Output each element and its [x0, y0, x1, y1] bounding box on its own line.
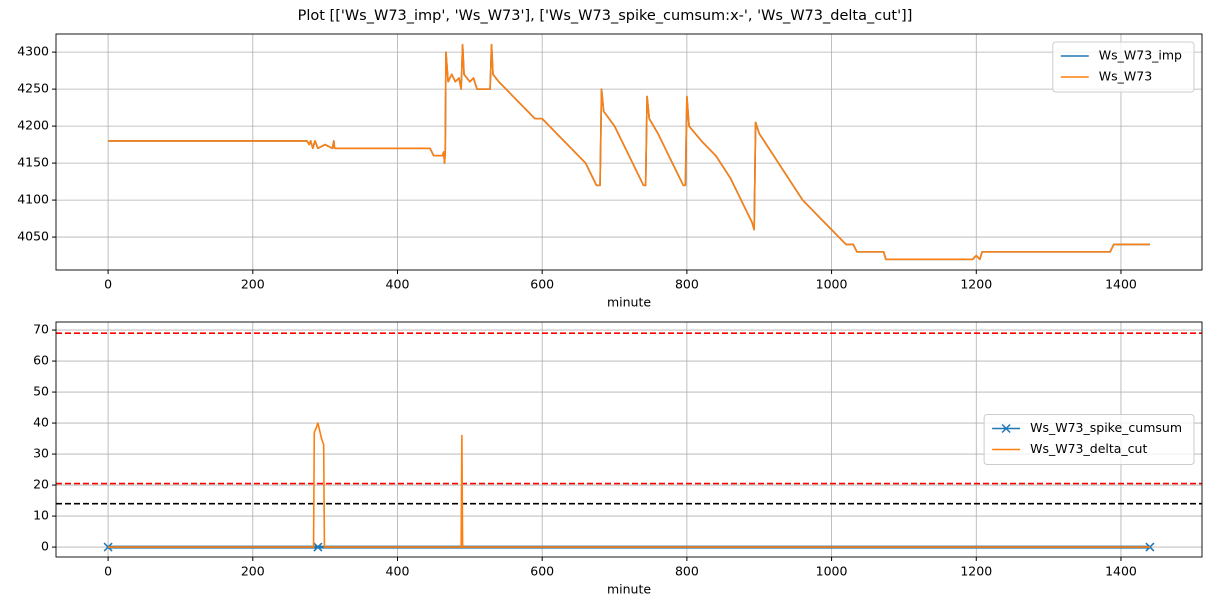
y-tick-label: 30	[33, 446, 49, 461]
x-tick-label: 800	[675, 277, 699, 292]
y-tick-label: 10	[33, 508, 49, 523]
y-tick-label: 50	[33, 384, 49, 399]
y-tick-label: 4050	[17, 229, 49, 244]
marker	[1145, 542, 1155, 552]
x-tick-label: 0	[104, 564, 112, 579]
legend-label: Ws_W73_delta_cut	[1030, 441, 1147, 456]
y-tick-label: 4200	[17, 118, 49, 133]
x-tick-label: 200	[241, 277, 265, 292]
y-tick-label: 4100	[17, 192, 49, 207]
y-tick-label: 60	[33, 353, 49, 368]
y-tick-label: 20	[33, 477, 49, 492]
y-tick-label: 40	[33, 415, 49, 430]
y-tick-label: 4300	[17, 44, 49, 59]
x-tick-label: 0	[104, 277, 112, 292]
x-tick-label: 800	[675, 564, 699, 579]
legend-marker	[1001, 423, 1011, 434]
y-tick-label: 70	[33, 322, 49, 337]
x-axis-label: minute	[607, 295, 651, 310]
x-tick-label: 1200	[960, 277, 992, 292]
x-tick-label: 1000	[816, 277, 848, 292]
x-tick-label: 600	[530, 564, 554, 579]
legend-label: Ws_W73_imp	[1099, 48, 1182, 63]
x-tick-label: 1400	[1105, 564, 1137, 579]
y-tick-label: 4150	[17, 155, 49, 170]
plot-frame	[55, 33, 1203, 271]
legend	[983, 414, 1195, 465]
legend-label: Ws_W73	[1099, 69, 1152, 84]
y-tick-label: 4250	[17, 81, 49, 96]
series-line	[108, 422, 1150, 548]
plot-frame	[55, 321, 1203, 558]
x-tick-label: 1200	[960, 564, 992, 579]
legend	[1052, 41, 1195, 93]
x-tick-label: 600	[530, 277, 554, 292]
x-axis-label: minute	[607, 582, 651, 597]
series-line	[108, 43, 1150, 261]
y-tick-label: 0	[41, 539, 49, 554]
x-tick-label: 1000	[816, 564, 848, 579]
x-tick-label: 200	[241, 564, 265, 579]
x-tick-label: 400	[386, 277, 410, 292]
x-tick-label: 400	[386, 564, 410, 579]
x-tick-label: 1400	[1105, 277, 1137, 292]
legend-label: Ws_W73_spike_cumsum	[1030, 420, 1182, 435]
figure-title: Plot [['Ws_W73_imp', 'Ws_W73'], ['Ws_W73…	[298, 8, 913, 24]
marker	[313, 542, 323, 552]
